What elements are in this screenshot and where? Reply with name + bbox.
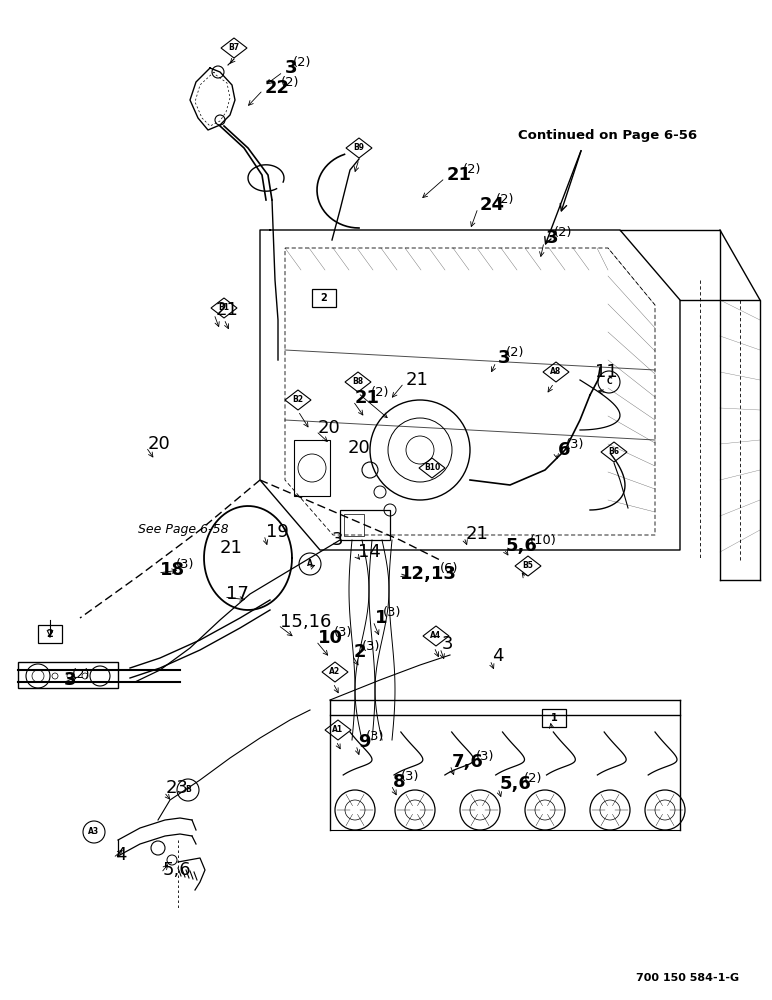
- Text: A1: A1: [333, 726, 344, 734]
- Text: 2: 2: [46, 629, 53, 639]
- Text: (2): (2): [463, 163, 482, 176]
- Bar: [344, 514, 364, 536]
- Text: (2): (2): [72, 668, 90, 681]
- Text: (6): (6): [440, 562, 459, 575]
- Text: 1: 1: [550, 713, 557, 723]
- Text: 17: 17: [226, 585, 249, 603]
- Text: 5,6: 5,6: [163, 861, 191, 879]
- Text: 18: 18: [160, 561, 185, 579]
- Text: B9: B9: [354, 143, 364, 152]
- Text: 7,6: 7,6: [452, 753, 484, 771]
- Text: 21: 21: [355, 389, 380, 407]
- Text: A8: A8: [550, 367, 561, 376]
- Text: (2): (2): [371, 386, 390, 399]
- Text: A4: A4: [431, 632, 442, 641]
- Text: B1: B1: [218, 304, 229, 312]
- Text: 21: 21: [220, 539, 243, 557]
- Text: (3): (3): [176, 558, 195, 571]
- Text: 3: 3: [332, 531, 344, 549]
- Text: B7: B7: [229, 43, 239, 52]
- Text: (2): (2): [554, 226, 573, 239]
- Text: (3): (3): [566, 438, 584, 451]
- Text: 5,6: 5,6: [500, 775, 532, 793]
- Text: (2): (2): [281, 76, 300, 89]
- Text: 24: 24: [480, 196, 505, 214]
- Text: (3): (3): [362, 640, 381, 653]
- Text: A: A: [307, 560, 313, 568]
- Text: 8: 8: [393, 773, 405, 791]
- Text: 22: 22: [265, 79, 290, 97]
- Text: 21: 21: [216, 301, 239, 319]
- Bar: [294, 440, 330, 496]
- Text: B10: B10: [424, 464, 440, 473]
- Text: 19: 19: [266, 523, 289, 541]
- Text: B2: B2: [293, 395, 303, 404]
- Text: A2: A2: [330, 668, 340, 676]
- Text: (3): (3): [401, 770, 419, 783]
- Text: 6: 6: [558, 441, 571, 459]
- Text: 20: 20: [348, 439, 371, 457]
- Text: (2): (2): [506, 346, 524, 359]
- Text: 11: 11: [595, 363, 618, 381]
- Text: C: C: [606, 377, 612, 386]
- Text: 9: 9: [358, 733, 371, 751]
- Text: 20: 20: [318, 419, 340, 437]
- Text: 21: 21: [406, 371, 429, 389]
- Text: B8: B8: [353, 377, 364, 386]
- Text: 14: 14: [358, 543, 381, 561]
- Text: (3): (3): [383, 606, 401, 619]
- Text: 4: 4: [492, 647, 503, 665]
- Text: 3: 3: [285, 59, 297, 77]
- Text: 3: 3: [64, 671, 76, 689]
- Text: (2): (2): [524, 772, 543, 785]
- Bar: [340, 510, 390, 540]
- Text: A3: A3: [89, 828, 100, 836]
- Text: Continued on Page 6-56: Continued on Page 6-56: [518, 128, 697, 141]
- Text: (3): (3): [366, 730, 384, 743]
- Text: 15,16: 15,16: [280, 613, 331, 631]
- Text: B6: B6: [608, 448, 619, 456]
- Text: B5: B5: [523, 562, 533, 570]
- Text: 5,6: 5,6: [506, 537, 538, 555]
- Text: 3: 3: [546, 229, 558, 247]
- Text: B: B: [185, 786, 191, 794]
- Text: 23: 23: [166, 779, 189, 797]
- Text: 2: 2: [354, 643, 367, 661]
- Text: 20: 20: [148, 435, 171, 453]
- Text: 21: 21: [447, 166, 472, 184]
- Text: 21: 21: [466, 525, 489, 543]
- Text: 1: 1: [375, 609, 388, 627]
- Text: 2: 2: [320, 293, 327, 303]
- Text: (3): (3): [334, 626, 353, 639]
- Text: 700 150 584-1-G: 700 150 584-1-G: [636, 973, 739, 983]
- Text: (10): (10): [530, 534, 557, 547]
- Text: 3: 3: [442, 635, 453, 653]
- Text: (2): (2): [496, 193, 515, 206]
- Text: 3: 3: [498, 349, 510, 367]
- Text: 12,13: 12,13: [400, 565, 457, 583]
- Text: (3): (3): [476, 750, 495, 763]
- Text: (2): (2): [293, 56, 312, 69]
- Text: See Page 6-58: See Page 6-58: [138, 524, 229, 536]
- Text: 4: 4: [115, 846, 127, 864]
- Text: 10: 10: [318, 629, 343, 647]
